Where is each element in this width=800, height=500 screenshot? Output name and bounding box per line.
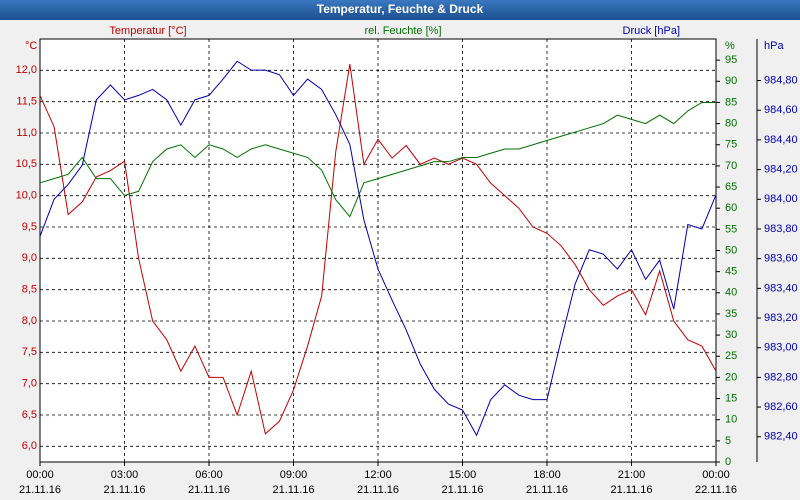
y-tick-label: 11,0 (16, 127, 37, 139)
y2-tick-label: 65 (725, 181, 737, 193)
y-tick-label: 11,5 (16, 96, 37, 108)
chart-title: Temperatur, Feuchte & Druck (317, 2, 484, 16)
y3-tick-label: 984,80 (764, 74, 798, 86)
title-bar (0, 0, 800, 20)
x-tick-date: 21.11.16 (188, 484, 230, 496)
y2-tick-label: 55 (725, 223, 737, 235)
series-line (39, 60, 717, 437)
x-tick-label: 03:00 (111, 469, 139, 481)
x-tick-label: 09:00 (280, 469, 308, 481)
x-tick-label: 06:00 (195, 469, 223, 481)
x-tick-label: 15:00 (449, 469, 477, 481)
y3-tick-label: 984,20 (764, 164, 798, 176)
y2-tick-label: 45 (725, 266, 737, 278)
x-tick-date: 21.11.16 (19, 484, 61, 496)
y3-tick-label: 983,40 (764, 282, 798, 294)
y-tick-label: 6,0 (22, 440, 37, 452)
y-tick-label: 7,5 (22, 346, 37, 358)
y-tick-label: 6,5 (22, 409, 37, 421)
y2-tick-label: 5 (725, 435, 731, 447)
y3-tick-label: 984,00 (764, 193, 798, 205)
y-tick-label: 7,0 (22, 378, 37, 390)
series-name: Temperatur [°C] (109, 25, 186, 37)
y2-unit: % (725, 40, 735, 52)
series-line (39, 63, 717, 435)
y2-tick-label: 15 (725, 392, 737, 404)
series-line (39, 101, 716, 218)
x-tick-date: 21.11.16 (103, 484, 145, 496)
y3-tick-label: 982,40 (764, 431, 798, 443)
series-name: Druck [hPa] (623, 25, 680, 37)
y-tick-label: 10,0 (16, 190, 37, 202)
y2-tick-label: 40 (725, 287, 737, 299)
y3-tick-label: 982,60 (764, 401, 798, 413)
y-unit: °C (25, 40, 37, 52)
y3-tick-label: 984,40 (764, 134, 798, 146)
x-tick-date: 21.11.16 (610, 484, 652, 496)
y2-tick-label: 90 (725, 75, 737, 87)
x-tick-label: 00:00 (26, 469, 54, 481)
y2-tick-label: 80 (725, 118, 737, 130)
y-tick-label: 12,0 (16, 64, 37, 76)
y-tick-label: 8,5 (22, 284, 37, 296)
x-tick-date: 22.11.16 (695, 484, 737, 496)
x-tick-date: 21.11.16 (441, 484, 483, 496)
y2-tick-label: 95 (725, 54, 737, 66)
y2-tick-label: 70 (725, 160, 737, 172)
series-name: rel. Feuchte [%] (364, 25, 441, 37)
x-tick-label: 00:00 (702, 469, 730, 481)
x-tick-date: 21.11.16 (526, 484, 568, 496)
y3-tick-label: 983,60 (764, 253, 798, 265)
y3-unit: hPa (764, 40, 784, 52)
y-tick-label: 10,5 (16, 158, 37, 170)
y2-tick-label: 85 (725, 96, 737, 108)
y2-tick-label: 30 (725, 329, 737, 341)
y3-tick-label: 982,80 (764, 371, 798, 383)
y-tick-label: 8,0 (22, 315, 37, 327)
y-tick-label: 9,0 (22, 252, 37, 264)
y2-tick-label: 20 (725, 371, 737, 383)
y2-tick-label: 0 (725, 456, 731, 468)
x-tick-date: 21.11.16 (357, 484, 399, 496)
y2-tick-label: 10 (725, 414, 737, 426)
y3-tick-label: 984,60 (764, 104, 798, 116)
x-tick-label: 21:00 (618, 469, 646, 481)
y2-tick-label: 50 (725, 244, 737, 256)
y2-tick-label: 35 (725, 308, 737, 320)
x-tick-date: 21.11.16 (272, 484, 314, 496)
y3-tick-label: 983,20 (764, 312, 798, 324)
y3-tick-label: 983,00 (764, 342, 798, 354)
x-tick-label: 18:00 (533, 469, 561, 481)
y2-tick-label: 25 (725, 350, 737, 362)
y-tick-label: 9,5 (22, 221, 37, 233)
y2-tick-label: 60 (725, 202, 737, 214)
x-tick-label: 12:00 (364, 469, 392, 481)
y3-tick-label: 983,80 (764, 223, 798, 235)
y2-tick-label: 75 (725, 139, 737, 151)
